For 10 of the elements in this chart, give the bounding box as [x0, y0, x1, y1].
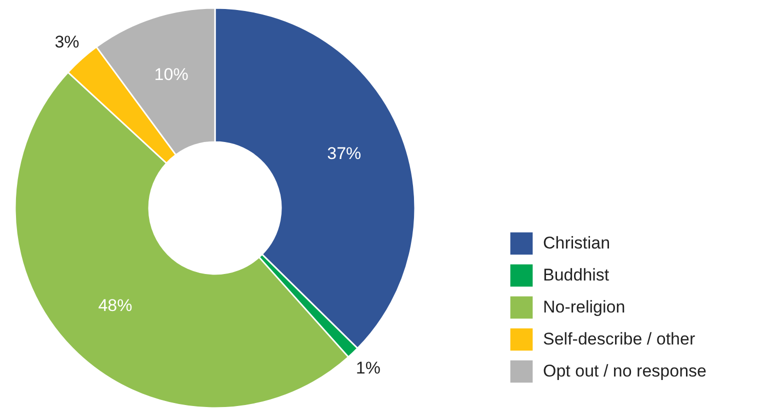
data-label: 48% — [98, 296, 132, 316]
legend-label: No-religion — [543, 298, 626, 316]
legend-label: Self-describe / other — [543, 330, 696, 348]
data-label: 3% — [54, 32, 80, 52]
legend-label: Buddhist — [543, 266, 610, 284]
data-label: 37% — [327, 144, 362, 163]
data-label: 10% — [154, 64, 188, 84]
legend-label: Opt out / no response — [543, 362, 706, 380]
legend-label: Christian — [543, 234, 610, 252]
data-label: 1% — [356, 358, 380, 378]
